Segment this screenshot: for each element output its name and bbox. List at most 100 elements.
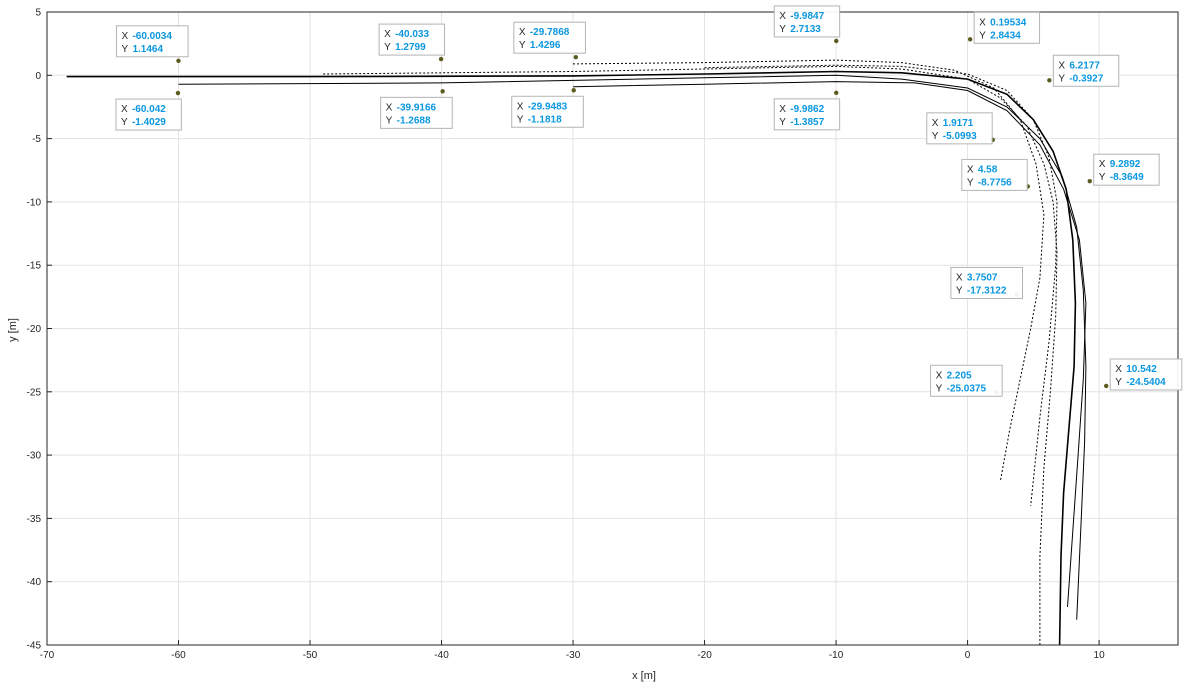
datatip-y-value: -1.3857 xyxy=(790,117,824,128)
datatip[interactable]: X 10.542 Y -24.5404 xyxy=(1104,358,1183,391)
x-tick-label: -30 xyxy=(566,650,581,661)
datatip-marker xyxy=(176,58,181,63)
datatip[interactable]: X 4.58 Y -8.7756 xyxy=(961,158,1031,191)
datatip-box xyxy=(930,364,1003,397)
datatip-x-key: X xyxy=(1058,60,1065,71)
datatip[interactable]: X 9.2892 Y -8.3649 xyxy=(1087,153,1160,186)
datatip[interactable]: X -9.9847 Y 2.7133 xyxy=(773,5,841,44)
datatip-box xyxy=(773,98,841,131)
y-tick-label: -15 xyxy=(27,261,42,272)
datatip-y-value: -1.4029 xyxy=(132,117,166,128)
datatip-x-value: 2.205 xyxy=(947,370,972,381)
y-tick-label: -35 xyxy=(27,514,42,525)
datatip-y-key: Y xyxy=(384,42,391,53)
datatip[interactable]: X 2.205 Y -25.0375 xyxy=(930,364,1003,397)
datatip-x-value: 0.19534 xyxy=(990,17,1027,28)
datatip[interactable]: X -29.7868 Y 1.4296 xyxy=(513,21,586,60)
datatip-y-value: -24.5404 xyxy=(1126,377,1166,388)
datatip-marker xyxy=(1047,78,1052,83)
datatip-marker xyxy=(967,37,973,42)
datatip-marker xyxy=(571,88,576,93)
datatip-x-value: -29.9483 xyxy=(528,101,568,112)
datatip[interactable]: X -9.9862 Y -1.3857 xyxy=(773,90,841,131)
datatip-y-key: Y xyxy=(956,285,963,296)
datatip-x-value: 4.58 xyxy=(978,164,998,175)
datatip-y-value: 2.7133 xyxy=(790,24,821,35)
y-tick-label: -20 xyxy=(27,324,42,335)
datatip[interactable]: X -60.042 Y -1.4029 xyxy=(115,90,182,131)
axes-box xyxy=(46,11,1179,646)
datatip-y-value: 1.4296 xyxy=(530,40,561,51)
datatip-x-key: X xyxy=(384,29,391,40)
datatip-box xyxy=(115,98,182,131)
datatip[interactable]: X 1.9171 Y -5.0993 xyxy=(926,112,995,145)
datatip-x-value: 10.542 xyxy=(1126,364,1157,375)
datatip-y-value: -8.7756 xyxy=(978,177,1012,188)
datatip[interactable]: X 3.7507 Y -17.3122 xyxy=(950,266,1024,299)
datatip-x-value: -29.7868 xyxy=(530,27,570,38)
datatip-y-value: 2.8434 xyxy=(990,30,1021,41)
datatip[interactable]: X 6.2177 Y -0.3927 xyxy=(1047,54,1120,87)
datatip-box xyxy=(973,11,1041,44)
datatip-x-value: -9.9862 xyxy=(790,104,824,115)
datatip-y-key: Y xyxy=(979,30,986,41)
datatip-x-key: X xyxy=(121,104,128,115)
datatip-y-key: Y xyxy=(779,24,786,35)
datatip-x-value: 3.7507 xyxy=(967,272,998,283)
datatip[interactable]: X -40.033 Y 1.2799 xyxy=(378,23,446,62)
datatip-x-key: X xyxy=(1099,159,1106,170)
datatip-marker xyxy=(1087,178,1092,184)
datatip-y-key: Y xyxy=(1115,377,1122,388)
datatip-x-key: X xyxy=(779,11,786,22)
datatip-x-value: -60.042 xyxy=(132,104,166,115)
datatip-marker xyxy=(834,90,839,96)
datatip-y-value: 1.1464 xyxy=(132,44,163,55)
datatip-x-value: 1.9171 xyxy=(943,118,974,129)
datatip-x-key: X xyxy=(121,31,128,42)
datatip-x-value: -40.033 xyxy=(395,29,429,40)
y-axis-label: y [m] xyxy=(7,318,19,342)
x-tick-label: 10 xyxy=(1094,650,1106,661)
datatip[interactable]: X -60.0034 Y 1.1464 xyxy=(115,25,189,63)
datatip-y-key: Y xyxy=(1058,73,1065,84)
datatip-box xyxy=(961,158,1028,191)
datatip-box xyxy=(950,266,1024,299)
datatip-y-key: Y xyxy=(1099,172,1106,183)
axes-frame xyxy=(46,11,1179,646)
y-tick-label: 0 xyxy=(35,71,41,82)
datatip-y-value: -1.2688 xyxy=(397,115,431,126)
y-tick-label: -25 xyxy=(27,387,42,398)
datatip-box xyxy=(773,5,841,38)
y-tick-label: -45 xyxy=(27,641,42,652)
datatip-y-key: Y xyxy=(121,44,128,55)
datatip-y-key: Y xyxy=(936,383,943,394)
datatip-y-key: Y xyxy=(121,117,128,128)
x-tick-label: -70 xyxy=(40,650,55,661)
x-tick-label: -60 xyxy=(171,650,186,661)
datatip-box xyxy=(926,112,993,145)
datatip-y-key: Y xyxy=(779,117,786,128)
datatip-marker xyxy=(175,90,181,96)
datatip-x-key: X xyxy=(932,118,939,129)
datatip-y-key: Y xyxy=(386,115,393,126)
datatip-x-key: X xyxy=(956,272,963,283)
y-tick-label: -10 xyxy=(27,197,42,208)
datatip-box xyxy=(513,21,586,54)
datatip-y-key: Y xyxy=(517,114,524,125)
datatip[interactable]: X 0.19534 Y 2.8434 xyxy=(967,11,1041,44)
datatip[interactable]: X -29.9483 Y -1.1818 xyxy=(511,88,584,128)
datatip-y-value: -8.3649 xyxy=(1110,172,1144,183)
x-axis-label: x [m] xyxy=(632,670,656,682)
datatip-x-key: X xyxy=(519,27,526,38)
datatip-y-value: 1.2799 xyxy=(395,42,426,53)
datatip[interactable]: X -39.9166 Y -1.2688 xyxy=(380,89,453,129)
datatip-marker xyxy=(573,55,579,60)
datatip-marker xyxy=(834,38,839,44)
trajectory-line xyxy=(66,70,1077,646)
datatip-x-key: X xyxy=(967,164,974,175)
datatip-x-value: 9.2892 xyxy=(1110,159,1141,170)
datatip-box xyxy=(378,23,446,56)
datatip-x-key: X xyxy=(936,370,943,381)
datatip-box xyxy=(1052,54,1120,87)
